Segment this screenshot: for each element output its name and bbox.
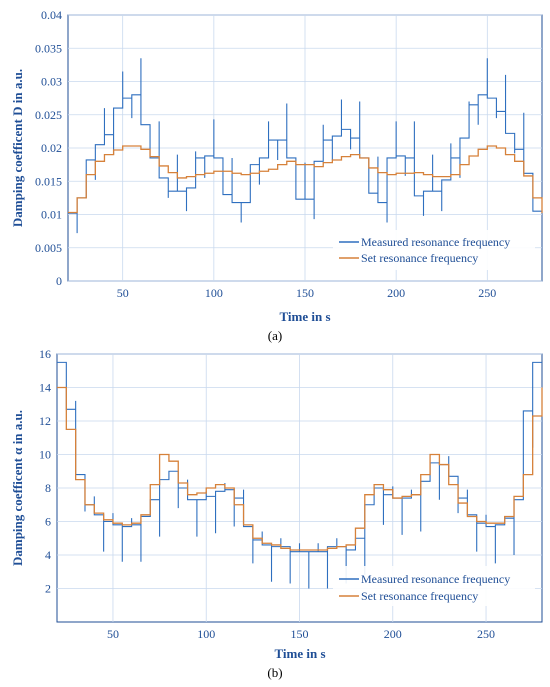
panel-b-y-tick-label: 14 [39,381,51,395]
panel-b-x-tick-label: 200 [384,627,402,641]
panel-a-y-tick-label: 0 [56,274,62,288]
panel-b-legend-label-measured: Measured resonance frequency [361,572,510,586]
panel-b-y-tick-label: 10 [39,448,51,462]
panel-b-x-axis-label: Time in s [274,646,325,661]
panel-a-legend-label-measured: Measured resonance frequency [361,235,510,249]
panel-a-x-axis-label: Time in s [279,309,330,324]
panel-b-x-tick-label: 250 [477,627,495,641]
panel-a-chart: 50 100 150 200 250 00.0050.010.0150.020.0250… [10,8,543,343]
panel-b-y-tick-label: 4 [45,548,51,562]
panel-b-y-tick-label: 8 [45,481,51,495]
panel-a-y-tick-label: 0.02 [41,141,62,155]
panel-a-y-tick-label: 0.035 [35,41,62,55]
panel-b-legend-box [333,566,535,606]
panel-b-y-tick-label: 16 [39,347,51,361]
panel-a-x-tick-label: 50 [117,286,129,300]
panel-b-series-measured-line [57,361,542,589]
panel-a-y-tick-label: 0.01 [41,208,62,222]
panel-b-y-tick-label: 2 [45,582,51,596]
panel-a-x-tick-label: 250 [478,286,496,300]
panel-b-x-tick-label: 150 [291,627,309,641]
panel-a-series-measured-line [68,58,543,234]
panel-b-legend: Measured resonance frequency Set resonan… [333,566,535,606]
panel-b-y-ticks: 2 4 6 8 10 12 14 16 [39,347,51,596]
panel-b-y-tick-label: 6 [45,515,51,529]
panel-b-legend-label-set: Set resonance frequency [361,589,478,603]
panel-a-y-tick-label: 0.03 [41,75,62,89]
panel-a-legend-box [333,230,535,270]
panel-a-x-tick-label: 100 [205,286,223,300]
panel-b-label: (b) [267,665,282,680]
panel-a-y-ticks: 0 0.005 0.01 0.015 0.02 0.025 0.03 0.035 0.04 [35,8,62,288]
panel-a-x-tick-label: 200 [387,286,405,300]
panel-b-x-ticks: 50 100 150 200 250 [107,627,495,641]
panel-a-series-set-line [68,145,543,214]
panel-a-y-tick-label: 0.025 [35,108,62,122]
panel-b-y-axis-label: Damping coefficent α in a.u. [10,410,25,566]
panel-a-y-tick-label: 0.005 [35,241,62,255]
panel-b-series-set-line [57,386,543,551]
panel-a-y-tick-label: 0.015 [35,174,62,188]
panel-b-x-tick-label: 100 [197,627,215,641]
panel-a-legend-label-set: Set resonance frequency [361,251,478,265]
panel-b-x-tick-label: 50 [107,627,119,641]
panel-a-y-tick-label: 0.04 [41,8,62,22]
panel-a-label: (a) [268,328,282,343]
panel-b-y-tick-label: 12 [39,414,51,428]
panel-a-series [68,58,543,234]
panel-a-y-axis-label: Damping coefficent D in a.u. [10,69,25,227]
panel-a-x-ticks: 50 100 150 200 250 [117,286,497,300]
panel-a-x-tick-label: 150 [296,286,314,300]
panel-a-legend: Measured resonance frequency Set resonan… [333,230,535,270]
panel-b-chart: 50 100 150 200 250 2 4 6 8 10 12 14 16 Time in s Da… [10,347,543,680]
panel-b-series [57,361,543,589]
